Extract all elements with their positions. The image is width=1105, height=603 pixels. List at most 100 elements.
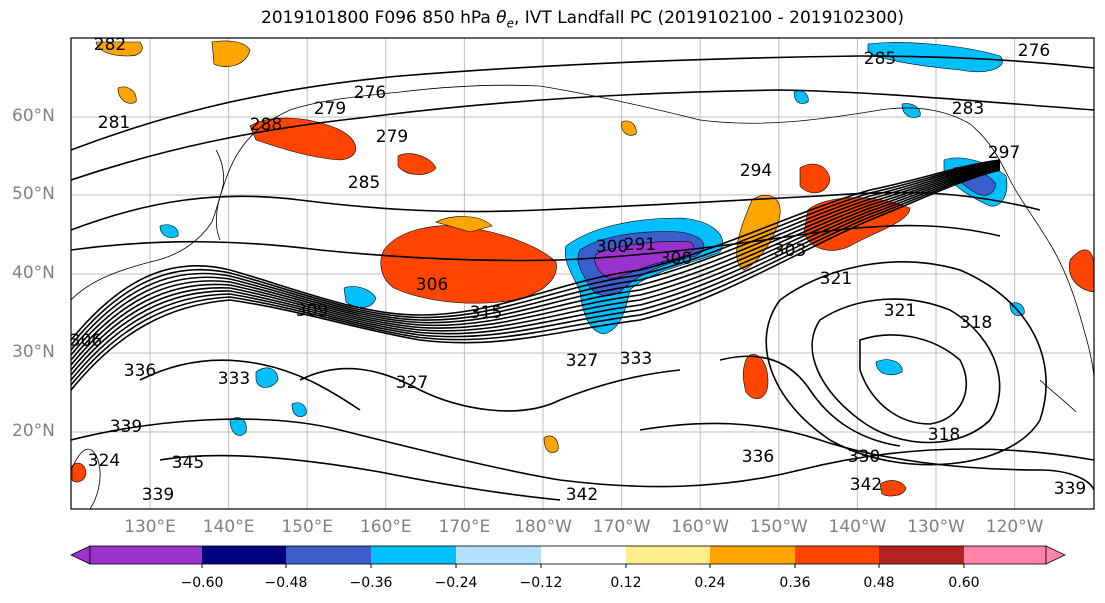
contour-label: 318	[960, 313, 992, 333]
lon-label: 140°E	[202, 517, 255, 537]
contour-label: 333	[218, 369, 250, 389]
contour-label: 339	[110, 417, 142, 437]
contour-label: 283	[952, 99, 984, 119]
contour-label: 303	[774, 241, 806, 261]
pc-shade-region	[901, 103, 921, 118]
contour-label: 321	[884, 301, 916, 321]
colorbar-segment	[710, 546, 795, 564]
contour-label: 291	[624, 235, 656, 255]
pc-shade-region	[879, 480, 907, 497]
theta-e-contour	[719, 355, 901, 447]
contour-label: 281	[98, 113, 130, 133]
contour-label: 300	[660, 249, 692, 269]
contour-label: 342	[566, 485, 598, 505]
coastline	[969, 123, 1094, 381]
contour-label: 279	[376, 127, 408, 147]
pc-shade-region	[211, 40, 251, 67]
lon-label: 130°W	[907, 517, 965, 537]
theta-e-contour	[765, 261, 1047, 466]
contour-label: 288	[250, 115, 282, 135]
colorbar-segment	[879, 546, 964, 564]
colorbar-segment	[90, 546, 202, 564]
theta-e-contour	[71, 169, 1001, 391]
theta-e-contour	[859, 334, 968, 425]
pc-shade-region	[742, 354, 769, 400]
colorbar-segment	[795, 546, 879, 564]
colorbar-tick-label: 0.48	[863, 575, 895, 591]
contour-label: 318	[928, 425, 960, 445]
theta-e-contour	[71, 163, 1001, 361]
contour-label: 297	[988, 143, 1020, 163]
contour-label: 300	[596, 237, 628, 257]
colorbar-segment	[456, 546, 541, 564]
theta-e-contour	[71, 166, 1001, 376]
pc-shade-region	[397, 153, 437, 175]
pc-shade-region	[95, 41, 143, 57]
theta-e-contour	[71, 159, 1001, 341]
lon-label: 170°E	[438, 517, 491, 537]
pc-shade-region	[543, 435, 559, 453]
colorbar-tick-label: 0.12	[610, 575, 642, 591]
lon-label: 160°W	[671, 517, 730, 537]
colorbar-tick-label: −0.36	[349, 575, 393, 591]
contour-label: 327	[396, 373, 428, 393]
colorbar-tick-label: −0.60	[180, 575, 224, 591]
lat-label: 60°N	[12, 106, 55, 126]
plot-frame	[70, 37, 1095, 510]
colorbar	[70, 545, 1066, 568]
contour-label: 336	[124, 361, 156, 381]
contour-label: 276	[1018, 41, 1050, 61]
theta-e-contour	[71, 167, 1001, 381]
contour-label: 324	[88, 451, 120, 471]
contour-label: 342	[850, 475, 882, 495]
theta-e-contour	[71, 89, 1094, 181]
contour-label: 327	[566, 351, 598, 371]
lon-label: 160°E	[359, 517, 412, 537]
contour-label: 345	[172, 453, 204, 473]
theta-e-contour	[71, 55, 1094, 151]
coastline	[215, 149, 224, 241]
theta-e-contour	[139, 359, 361, 411]
theta-e-contour	[71, 162, 1001, 356]
theta-e-contour	[71, 224, 1001, 262]
colorbar-extend-high	[1045, 545, 1066, 565]
theta-e-contour	[71, 165, 1001, 371]
lon-label: 130°E	[124, 517, 176, 537]
contour-label: 285	[348, 173, 380, 193]
contour-label: 339	[1054, 479, 1086, 499]
pc-shade-region	[71, 462, 87, 483]
contour-label: 333	[620, 349, 652, 369]
coastline	[71, 448, 101, 509]
contour-label: 330	[848, 447, 880, 467]
lon-label: 150°W	[749, 517, 808, 537]
theta-e-contours	[71, 55, 1094, 501]
theta-e-contour	[71, 418, 1094, 488]
coastlines	[71, 84, 1094, 509]
pc-shade-region	[117, 86, 137, 104]
pc-shade-region	[799, 163, 831, 194]
colorbar-tick-label: −0.48	[264, 575, 308, 591]
pc-shade-region	[159, 224, 179, 238]
lon-label: 150°E	[281, 517, 334, 537]
theta-e-contour	[71, 168, 1001, 386]
lon-label: 120°W	[985, 517, 1044, 537]
pc-shade-region	[343, 286, 377, 308]
colorbar-segment	[202, 546, 286, 564]
chart-title: 2019101800 F096 850 hPa θe, IVT Landfall…	[261, 8, 904, 31]
colorbar-segment	[286, 546, 371, 564]
pc-shade-region	[380, 225, 557, 304]
lat-label: 30°N	[12, 342, 55, 362]
theta-e-contour	[299, 367, 681, 412]
contour-label: 294	[740, 161, 772, 181]
pc-shade-region	[1069, 249, 1094, 293]
lon-label: 170°W	[592, 517, 651, 537]
theta-e-contour	[159, 454, 561, 501]
pc-shade-region	[229, 417, 247, 436]
theta-e-contour	[639, 422, 1094, 491]
coastline	[1039, 379, 1077, 413]
theta-e-contour	[811, 298, 1001, 444]
lat-label: 50°N	[12, 184, 55, 204]
theta-e-contour	[71, 161, 1001, 351]
